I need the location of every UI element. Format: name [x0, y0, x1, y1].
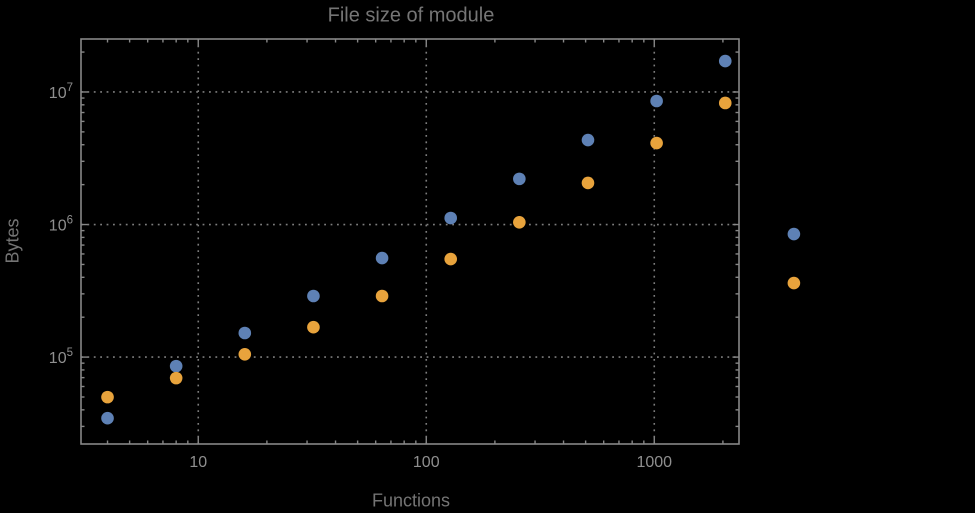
data-point-orange-x4096: [787, 276, 801, 290]
y-tick-label-10e7: 107: [49, 82, 73, 102]
data-point-orange-x8: [169, 371, 183, 385]
data-point-blue-x16: [238, 326, 252, 340]
x-tick-label-100: 100: [413, 454, 440, 471]
data-point-blue-x64: [375, 251, 389, 265]
y-axis-label: Bytes: [2, 218, 23, 264]
plot-frame: [80, 38, 740, 445]
data-point-orange-x256: [513, 215, 526, 229]
data-point-orange-x64: [375, 289, 389, 303]
data-point-blue-x512: [581, 133, 595, 147]
data-point-blue-x256: [513, 172, 526, 186]
y-tick-label-10e6: 106: [49, 215, 73, 235]
data-point-blue-x4096: [787, 227, 801, 241]
data-point-blue-x32: [307, 289, 320, 303]
data-point-orange-x128: [444, 252, 458, 266]
data-point-orange-x2048: [718, 96, 732, 110]
x-tick-label-1000: 1000: [636, 454, 672, 471]
x-axis-label: Functions: [371, 490, 451, 511]
data-point-blue-x2048: [718, 54, 732, 68]
x-tick-label-10: 10: [189, 454, 207, 471]
data-point-orange-x16: [238, 347, 252, 361]
data-point-orange-x32: [307, 320, 320, 334]
data-point-blue-x8: [169, 359, 183, 373]
data-point-orange-x1024: [650, 136, 663, 150]
data-point-blue-x128: [444, 211, 458, 225]
data-point-orange-x512: [581, 176, 595, 190]
data-point-blue-x4: [101, 411, 114, 425]
y-tick-label-10e5: 105: [49, 347, 73, 367]
data-point-orange-x4: [101, 390, 114, 404]
data-point-blue-x1024: [650, 94, 663, 108]
chart-title: File size of module: [327, 4, 495, 27]
